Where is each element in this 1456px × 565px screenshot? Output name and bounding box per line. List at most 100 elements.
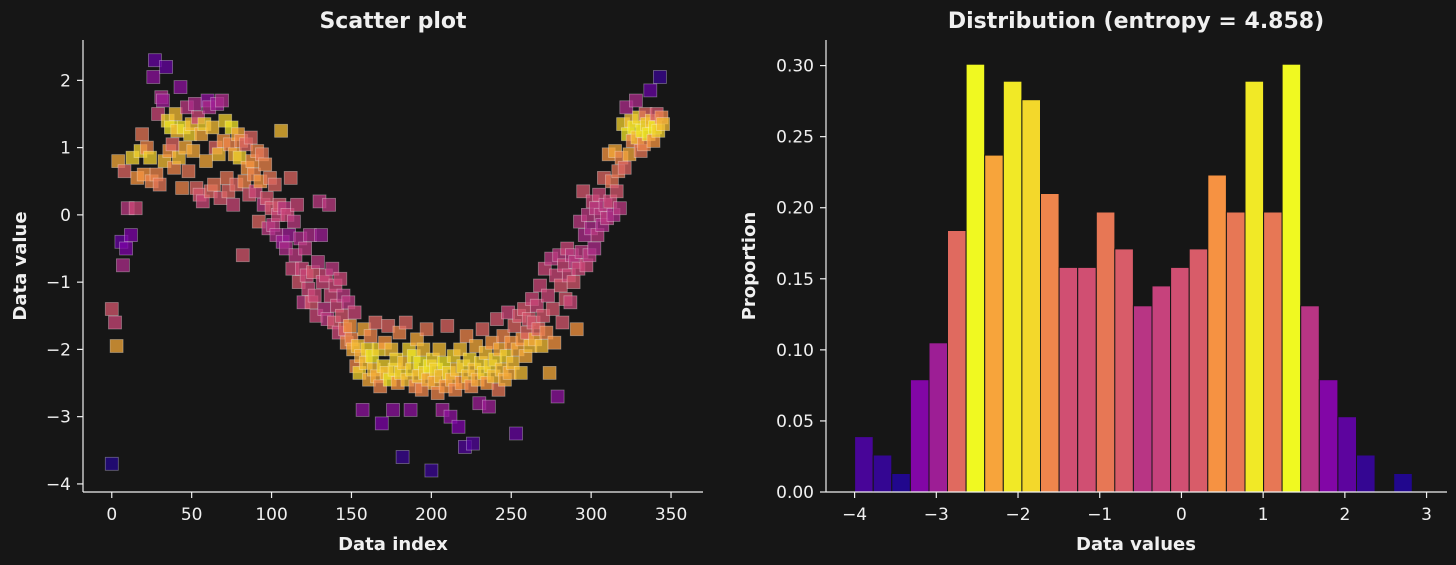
scatter-point <box>653 70 667 84</box>
scatter-point <box>119 241 133 256</box>
scatter-point <box>355 402 370 417</box>
scatter-point <box>542 365 557 380</box>
y-tick-label: −3 <box>46 408 71 428</box>
scatter-point <box>199 154 213 169</box>
y-tick-label: 0.05 <box>776 412 814 432</box>
scatter-point <box>159 60 174 74</box>
scatter-point <box>395 450 410 464</box>
scatter-point <box>481 399 496 414</box>
histogram-bar <box>947 230 967 493</box>
x-tick-label: −4 <box>842 505 867 525</box>
x-tick-label: 300 <box>575 505 607 525</box>
histogram-bar <box>1170 266 1190 493</box>
scatter-point <box>363 329 378 343</box>
scatter-point <box>533 278 547 293</box>
y-tick-label: 0 <box>60 206 71 226</box>
scatter-point <box>211 147 226 162</box>
scatter-point <box>347 305 362 320</box>
histogram-y-ticks: 0.00 0.05 0.10 0.15 0.20 0.25 0.30 <box>776 57 826 503</box>
scatter-point <box>555 315 570 330</box>
scatter-point <box>509 426 523 441</box>
histogram-bars <box>854 63 1413 493</box>
histogram-bar <box>1393 473 1413 493</box>
y-tick-label: −4 <box>46 475 71 495</box>
scatter-point <box>286 214 301 229</box>
scatter-point <box>108 315 122 330</box>
scatter-point <box>534 339 549 353</box>
scatter-point <box>117 164 132 179</box>
scatter-point <box>155 93 170 108</box>
scatter-point <box>613 201 627 216</box>
scatter-panel: Scatter plot Data index Data value 0 50 10… <box>10 9 703 555</box>
x-tick-label: −1 <box>1087 505 1112 525</box>
scatter-point <box>505 355 520 370</box>
scatter-point <box>207 177 221 192</box>
scatter-point <box>465 436 480 451</box>
scatter-point <box>186 144 201 158</box>
scatter-point <box>513 365 528 380</box>
scatter-point <box>440 318 455 333</box>
histogram-bar <box>1356 454 1376 493</box>
scatter-point <box>643 83 658 98</box>
histogram-panel: Distribution (entropy = 4.858) Data valu… <box>739 9 1447 555</box>
histogram-bar <box>1263 211 1283 493</box>
scatter-point <box>290 197 305 212</box>
scatter-point <box>569 322 584 337</box>
scatter-point <box>135 127 150 142</box>
y-tick-label: 0.15 <box>776 270 814 290</box>
scatter-point <box>147 53 162 68</box>
scatter-point <box>550 389 565 404</box>
scatter-point <box>104 302 119 316</box>
scatter-point <box>124 228 138 243</box>
scatter-point <box>432 342 447 357</box>
x-tick-label: 0 <box>106 505 117 525</box>
scatter-point <box>226 197 241 212</box>
scatter-point <box>322 197 337 212</box>
x-tick-label: 3 <box>1421 505 1432 525</box>
histogram-bar <box>1077 266 1097 493</box>
histogram-bar <box>1337 416 1358 493</box>
histogram-bar <box>1021 99 1042 493</box>
y-tick-label: 1 <box>60 139 71 159</box>
scatter-point <box>109 339 124 353</box>
y-tick-label: 0.10 <box>776 341 814 361</box>
scatter-point <box>235 248 250 263</box>
scatter-x-ticks: 0 50 100 150 200 250 300 350 <box>106 492 687 525</box>
histogram-ylabel: Proportion <box>739 212 760 321</box>
scatter-point <box>152 177 167 192</box>
scatter-point <box>419 322 434 337</box>
histogram-bar <box>872 454 893 493</box>
scatter-point <box>368 315 383 330</box>
x-tick-label: 350 <box>655 505 687 525</box>
histogram-bar <box>1095 211 1116 493</box>
scatter-point <box>267 177 282 192</box>
scatter-point <box>274 123 289 138</box>
histogram-bar <box>1225 211 1246 493</box>
histogram-bar <box>984 154 1004 493</box>
histogram-bar <box>965 63 986 493</box>
histogram-bar <box>1318 379 1339 493</box>
scatter-point <box>629 93 643 108</box>
x-tick-label: 0 <box>1176 505 1187 525</box>
scatter-point <box>541 288 555 303</box>
scatter-point <box>386 402 400 417</box>
scatter-point <box>146 70 161 84</box>
histogram-bar <box>1281 63 1302 493</box>
x-tick-label: 250 <box>495 505 527 525</box>
scatter-y-ticks: −4 −3 −2 −1 0 1 2 <box>46 71 83 495</box>
y-tick-label: 0.00 <box>776 483 814 503</box>
x-tick-label: 200 <box>415 505 447 525</box>
histogram-bar <box>1040 193 1060 493</box>
scatter-title: Scatter plot <box>319 9 467 34</box>
scatter-point <box>374 416 389 431</box>
scatter-point <box>307 288 322 303</box>
scatter-point <box>547 335 562 350</box>
histogram-bar <box>928 342 949 493</box>
scatter-point <box>314 228 329 243</box>
scatter-point <box>116 258 130 273</box>
scatter-ylabel: Data value <box>10 211 31 320</box>
y-tick-label: −1 <box>46 273 71 293</box>
histogram-bar <box>1244 80 1265 493</box>
histogram-bar <box>1058 266 1079 493</box>
